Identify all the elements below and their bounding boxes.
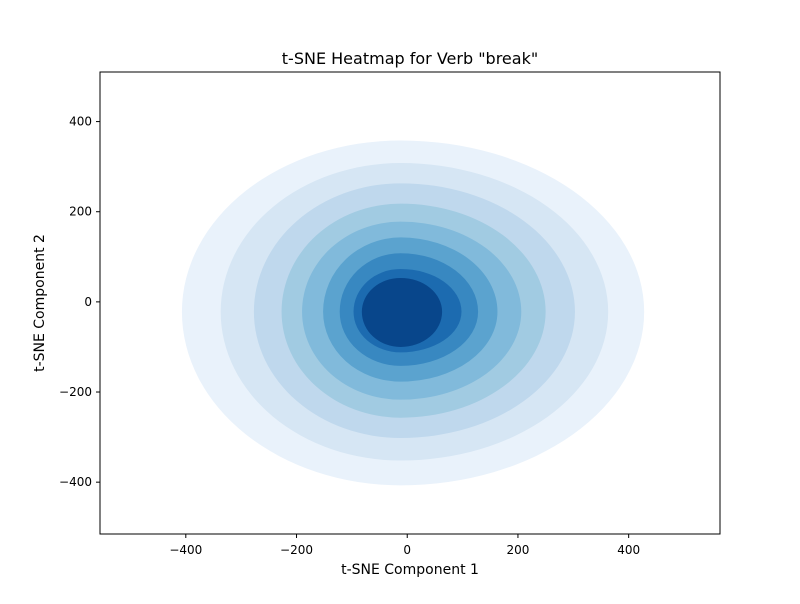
x-tick-label: −200 [280,543,313,557]
y-tick-label: −400 [59,475,92,489]
x-tick-label: −400 [169,543,202,557]
plot-frame [99,71,721,535]
y-axis: −400 −200 0 200 400 [59,115,100,489]
y-tick-label: 400 [69,115,92,129]
y-tick-label: 0 [84,295,92,309]
y-tick-label: −200 [59,385,92,399]
density-contours [181,140,645,486]
x-tick-label: 400 [617,543,640,557]
x-axis-label: t-SNE Component 1 [341,562,479,578]
x-axis: −400 −200 0 200 400 [169,534,640,557]
x-tick-label: 200 [506,543,529,557]
x-tick-label: 0 [403,543,411,557]
y-axis-label: t-SNE Component 2 [32,234,48,372]
chart-title: t-SNE Heatmap for Verb "break" [282,49,538,68]
y-tick-label: 200 [69,205,92,219]
contour-level-9 [361,277,443,347]
